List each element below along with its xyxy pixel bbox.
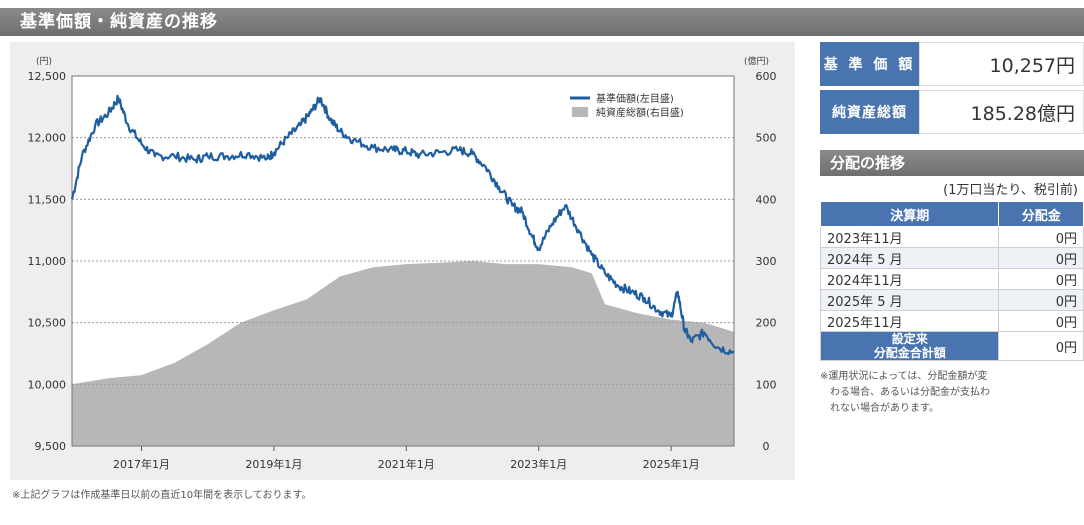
table-row: 2025年 5 月 0円 xyxy=(819,289,1084,311)
right-tick-label: 400 xyxy=(756,193,777,206)
col-period: 決算期 xyxy=(819,201,1000,227)
net-assets-summary: 純資産総額 185.28億円 xyxy=(820,90,1084,134)
nav-summary: 基 準 価 額 10,257円 xyxy=(820,42,1084,86)
net-assets-value: 185.28億円 xyxy=(919,90,1084,134)
row-amount: 0円 xyxy=(998,289,1084,311)
net-assets-label: 純資産総額 xyxy=(820,90,919,134)
distribution-footnote-line-2: わる場合、あるいは分配金が支払わ xyxy=(830,387,990,398)
left-tick-label: 9,500 xyxy=(35,440,67,453)
right-tick-label: 600 xyxy=(756,70,777,83)
table-header-row: 決算期 分配金 xyxy=(819,201,1084,227)
nav-chart: 9,500 10,000 10,500 11,000 11,500 12,000 12,50… xyxy=(28,55,777,471)
row-period: 2023年11月 xyxy=(819,226,1000,248)
series-area-net-assets xyxy=(72,261,734,446)
legend-label-area: 純資産総額(右目盛) xyxy=(596,106,684,119)
row-amount: 0円 xyxy=(998,247,1084,269)
summary-panel: 基 準 価 額 10,257円 純資産総額 185.28億円 分配の推移 (1万… xyxy=(819,42,1084,417)
left-tick-label: 10,000 xyxy=(28,378,67,391)
row-period: 2024年 5 月 xyxy=(819,247,1000,269)
row-period: 2025年 5 月 xyxy=(819,289,1000,311)
nav-label: 基 準 価 額 xyxy=(820,42,919,86)
x-tick-label: 2017年1月 xyxy=(113,457,170,471)
section-header: 基準価額・純資産の推移 xyxy=(0,8,1084,36)
distribution-footnote-line-3: れない場合があります。 xyxy=(830,403,939,414)
row-period: 2024年11月 xyxy=(819,268,1000,290)
chart-footnote: ※上記グラフは作成基準日以前の直近10年間を表示しております。 xyxy=(12,490,312,501)
table-row: 2024年 5 月 0円 xyxy=(819,247,1084,269)
col-amount: 分配金 xyxy=(998,201,1084,227)
legend-swatch-area xyxy=(572,107,588,117)
total-label-line-1: 設定来 xyxy=(891,332,928,346)
left-tick-label: 11,500 xyxy=(28,193,67,206)
left-tick-label: 10,500 xyxy=(28,317,67,330)
row-amount: 0円 xyxy=(998,268,1084,290)
right-tick-label: 300 xyxy=(756,255,777,268)
row-amount: 0円 xyxy=(998,310,1084,332)
plot-frame xyxy=(71,75,735,447)
left-tick-label: 12,000 xyxy=(28,132,67,145)
total-label: 設定来 分配金合計額 xyxy=(819,331,1000,361)
section-title: 基準価額・純資産の推移 xyxy=(20,12,218,32)
legend-label-nav: 基準価額(左目盛) xyxy=(596,92,674,105)
left-tick-label: 11,000 xyxy=(28,255,67,268)
x-tick-label: 2019年1月 xyxy=(245,457,302,471)
x-tick-label: 2021年1月 xyxy=(378,457,435,471)
table-row: 2025年11月 0円 xyxy=(819,310,1084,332)
row-period: 2025年11月 xyxy=(819,310,1000,332)
total-label-line-2: 分配金合計額 xyxy=(873,346,946,360)
distribution-table: 決算期 分配金 2023年11月 0円 2024年 5 月 0円 2024年11… xyxy=(819,201,1084,361)
distribution-footnote: ※運用状況によっては、分配金額が変 わる場合、あるいは分配金が支払わ れない場合… xyxy=(820,369,1084,417)
x-tick-label: 2025年1月 xyxy=(643,457,700,471)
right-tick-label: 500 xyxy=(756,132,777,145)
left-tick-label: 12,500 xyxy=(28,70,67,83)
series-line-nav xyxy=(70,94,735,356)
right-tick-label: 0 xyxy=(763,440,770,453)
table-total-row: 設定来 分配金合計額 0円 xyxy=(819,331,1084,361)
distribution-note: (1万口当たり、税引前) xyxy=(943,183,1078,198)
right-axis-unit: (億円) xyxy=(744,55,769,67)
table-row: 2023年11月 0円 xyxy=(819,226,1084,248)
distribution-footnote-line-1: ※運用状況によっては、分配金額が変 xyxy=(820,371,988,382)
left-axis-unit: (円) xyxy=(36,56,52,67)
x-tick-label: 2023年1月 xyxy=(510,457,567,471)
nav-value: 10,257円 xyxy=(919,42,1084,86)
right-tick-label: 100 xyxy=(756,378,777,391)
row-amount: 0円 xyxy=(998,226,1084,248)
total-amount: 0円 xyxy=(998,331,1084,361)
table-row: 2024年11月 0円 xyxy=(819,268,1084,290)
chart-panel: 9,500 10,000 10,500 11,000 11,500 12,000 12,50… xyxy=(10,42,795,480)
right-tick-label: 200 xyxy=(756,317,777,330)
distribution-header: 分配の推移 xyxy=(820,150,1084,176)
